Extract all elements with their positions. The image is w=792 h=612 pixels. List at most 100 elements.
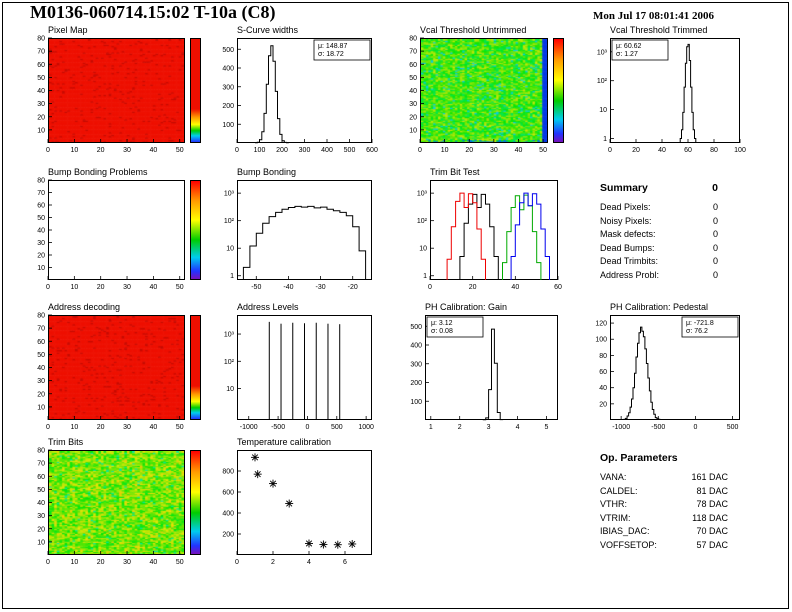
summary-row: Address Probl: 0	[600, 269, 718, 283]
plot-canvas-bump-bonding: Bump Bonding -50 -40 -30 -20 1 10 10² 10³	[224, 167, 372, 291]
svg-text:800: 800	[222, 469, 234, 476]
svg-text:Address decoding: Address decoding	[48, 302, 120, 312]
svg-text:40: 40	[515, 147, 523, 154]
svg-text:0: 0	[428, 284, 432, 291]
plot-ph-pedestal: PH Calibration: Pedestal -1000 -500 0 500 20 4…	[580, 299, 750, 433]
svg-text:0: 0	[608, 147, 612, 154]
plot-canvas-vcal-untrimmed: Vcal Threshold Untrimmed 0 10 20 30 40 50 10 20 3…	[409, 25, 548, 154]
svg-text:300: 300	[410, 361, 422, 368]
op-parameter-value: 81 DAC	[696, 485, 728, 496]
svg-text:10²: 10²	[224, 218, 235, 225]
svg-text:50: 50	[539, 147, 547, 154]
svg-text:μ: 148.87: μ: 148.87	[318, 43, 347, 50]
svg-text:10³: 10³	[224, 332, 235, 339]
op-parameter-row: VOFFSETOP: 57 DAC	[600, 539, 728, 553]
svg-text:10²: 10²	[417, 218, 428, 225]
svg-text:500: 500	[727, 424, 739, 431]
svg-text:5: 5	[544, 424, 548, 431]
svg-text:4: 4	[307, 559, 311, 566]
svg-text:Pixel Map: Pixel Map	[48, 25, 88, 35]
summary-label: Dead Bumps:	[600, 242, 655, 253]
svg-text:0: 0	[418, 147, 422, 154]
svg-text:10: 10	[70, 284, 78, 291]
svg-text:10³: 10³	[224, 191, 235, 198]
svg-text:2: 2	[271, 559, 275, 566]
svg-text:1: 1	[230, 273, 234, 280]
svg-text:Trim Bits: Trim Bits	[48, 437, 84, 447]
svg-text:40: 40	[149, 559, 157, 566]
vcal-untrimmed-heatmap	[421, 39, 547, 142]
svg-text:70: 70	[409, 49, 417, 56]
svg-text:10: 10	[419, 246, 427, 253]
svg-text:1: 1	[423, 273, 427, 280]
svg-text:-40: -40	[283, 284, 293, 291]
svg-text:50: 50	[176, 424, 184, 431]
svg-text:200: 200	[410, 380, 422, 387]
svg-text:μ: 60.62: μ: 60.62	[616, 43, 642, 50]
svg-text:100: 100	[410, 399, 422, 406]
svg-text:20: 20	[599, 401, 607, 408]
svg-text:PH Calibration: Gain: PH Calibration: Gain	[425, 302, 507, 312]
svg-text:10: 10	[37, 404, 45, 411]
svg-text:PH Calibration: Pedestal: PH Calibration: Pedestal	[610, 302, 708, 312]
svg-text:10: 10	[409, 127, 417, 134]
op-parameter-value: 78 DAC	[696, 499, 728, 509]
svg-text:30: 30	[37, 240, 45, 247]
plot-vcal-untrimmed: Vcal Threshold Untrimmed 0 10 20 30 40 50 10 20 3…	[390, 22, 576, 156]
op-parameter-row: VTHR: 78 DAC	[600, 498, 728, 512]
svg-text:6: 6	[343, 559, 347, 566]
timestamp: Mon Jul 17 08:01:41 2006	[593, 10, 714, 22]
svg-text:S-Curve widths: S-Curve widths	[237, 25, 299, 35]
svg-text:600: 600	[366, 147, 378, 154]
svg-text:30: 30	[490, 147, 498, 154]
color-scale-bar	[553, 38, 564, 143]
svg-text:0: 0	[46, 284, 50, 291]
page-title: M0136-060714.15:02 T-10a (C8)	[30, 2, 276, 22]
svg-text:60: 60	[37, 474, 45, 481]
svg-text:σ: 76.2: σ: 76.2	[686, 328, 708, 335]
op-parameters-block: Op. Parameters VANA: 161 DAC CALDEL: 81 DAC…	[600, 452, 728, 552]
op-parameter-value: 70 DAC	[696, 526, 728, 536]
svg-text:Temperature calibration: Temperature calibration	[237, 437, 331, 447]
op-parameters-header: Op. Parameters	[600, 452, 728, 464]
svg-text:σ: 1.27: σ: 1.27	[616, 51, 638, 58]
svg-text:10²: 10²	[224, 359, 235, 366]
svg-text:20: 20	[37, 391, 45, 398]
svg-text:50: 50	[176, 559, 184, 566]
plot-canvas-address-decoding: Address decoding 0 10 20 30 40 50 10 20 30 40 50 60 7…	[37, 302, 185, 431]
svg-text:400: 400	[321, 147, 333, 154]
plot-canvas-pixel-map: Pixel Map 0 10 20 30 40 50 10 20 30 40 50 60 70 80	[37, 25, 185, 154]
svg-text:200: 200	[276, 147, 288, 154]
summary-total: 0	[712, 182, 718, 194]
svg-text:10: 10	[37, 127, 45, 134]
svg-text:20: 20	[37, 253, 45, 260]
summary-row: Mask defects: 0	[600, 228, 718, 242]
svg-text:1000: 1000	[358, 424, 374, 431]
svg-text:80: 80	[710, 147, 718, 154]
svg-text:400: 400	[410, 343, 422, 350]
svg-text:10: 10	[226, 386, 234, 393]
svg-text:60: 60	[37, 339, 45, 346]
svg-text:-1000: -1000	[240, 424, 258, 431]
svg-text:40: 40	[37, 500, 45, 507]
svg-text:40: 40	[37, 88, 45, 95]
svg-text:40: 40	[658, 147, 666, 154]
summary-value: 0	[712, 269, 718, 280]
color-scale-bar	[190, 315, 201, 420]
svg-text:50: 50	[409, 75, 417, 82]
plot-canvas-bump-problems: Bump Bonding Problems 0 10 20 30 40 50 10 20 30 40…	[37, 167, 185, 291]
svg-text:80: 80	[37, 178, 45, 185]
plot-canvas-scurve-widths: S-Curve widths 0 100 200 300 400 500 600 100 200 3…	[222, 25, 378, 154]
op-parameter-value: 118 DAC	[692, 512, 728, 523]
op-parameter-label: VOFFSETOP:	[600, 539, 657, 550]
svg-text:-30: -30	[316, 284, 326, 291]
plot-canvas-trimbit-test: Trim Bit Test 0 20 40 60 1 10 10² 10³	[417, 167, 562, 291]
svg-text:20: 20	[37, 114, 45, 121]
svg-text:0: 0	[305, 424, 309, 431]
summary-label: Noisy Pixels:	[600, 215, 652, 226]
svg-text:20: 20	[632, 147, 640, 154]
summary-label: Dead Trimbits:	[600, 256, 659, 266]
svg-text:40: 40	[149, 147, 157, 154]
svg-text:100: 100	[254, 147, 266, 154]
svg-text:20: 20	[409, 114, 417, 121]
